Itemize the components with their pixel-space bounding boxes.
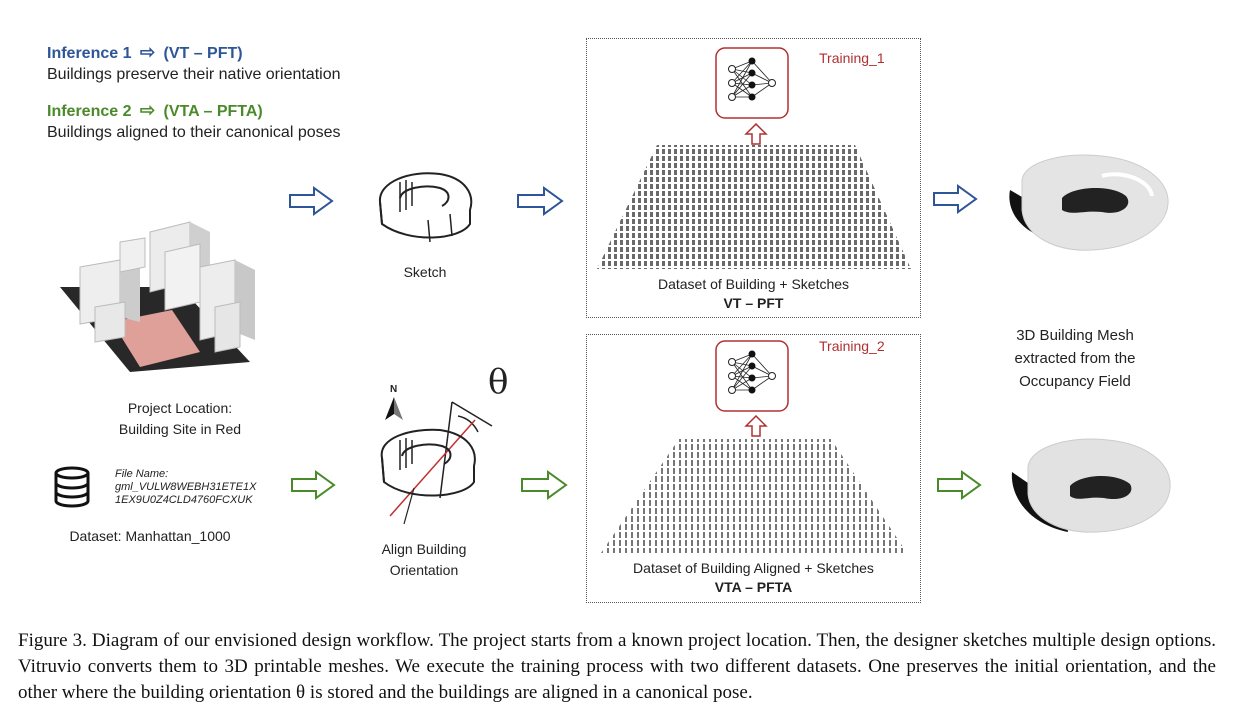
- up-arrow-icon: [744, 123, 768, 145]
- dataset-label: Dataset: Manhattan_1000: [69, 528, 231, 544]
- city-block-illustration: [60, 221, 255, 372]
- dataset-2-label: Dataset of Building Aligned + Sketches V…: [587, 559, 920, 597]
- mesh-render-bottom: [1011, 438, 1171, 533]
- database-icon: [54, 466, 90, 508]
- building-dataset-grid-1: [597, 145, 911, 269]
- mesh-label: 3D Building Mesh extracted from the Occu…: [990, 324, 1160, 393]
- mesh-line3: Occupancy Field: [1019, 373, 1131, 390]
- legend: Inference 1 ⇨ (VT – PFT) Buildings prese…: [47, 42, 467, 142]
- project-location-line1: Project Location:: [127, 400, 233, 416]
- theta-symbol: θ: [488, 362, 509, 402]
- green-arrow-3: [937, 470, 982, 500]
- north-label: N: [390, 384, 398, 395]
- figure-caption: Figure 3. Diagram of our envisioned desi…: [18, 630, 1216, 703]
- dataset-1-code: VT – PFT: [723, 295, 784, 311]
- align-line1: Align Building: [381, 541, 467, 557]
- legend-inference-1: Inference 1 ⇨ (VT – PFT): [47, 42, 467, 64]
- align-orientation-label: Align Building Orientation: [362, 539, 486, 581]
- arrow-right-icon: ⇨: [139, 100, 156, 120]
- training-1-label: Training_1: [819, 50, 885, 66]
- align-line2: Orientation: [389, 562, 459, 578]
- project-location-line2: Building Site in Red: [118, 421, 242, 437]
- inference-2-target: (VTA – PFTA): [163, 103, 263, 120]
- training-panel-1: Training_1 Dataset of Building + Sketche…: [586, 38, 921, 318]
- dataset-2-code: VTA – PFTA: [714, 579, 793, 595]
- inference-1-target: (VT – PFT): [163, 45, 243, 62]
- green-arrow-1: [291, 470, 336, 500]
- dataset-2-desc: Dataset of Building Aligned + Sketches: [633, 560, 874, 576]
- legend-inference-2: Inference 2 ⇨ (VTA – PFTA): [47, 100, 467, 122]
- inference-2-label: Inference 2: [47, 103, 132, 120]
- dataset-1-label: Dataset of Building + Sketches VT – PFT: [587, 275, 920, 313]
- file-name-line2: 1EX9U0Z4CLD4760FCXUK: [115, 494, 253, 506]
- file-name-info: File Name: gml_VULW8WEBH31ETE1X 1EX9U0Z4…: [115, 468, 256, 507]
- aligned-sketch-drawing: [380, 401, 493, 525]
- blue-arrow-3: [933, 184, 978, 214]
- file-name-line1: gml_VULW8WEBH31ETE1X: [115, 481, 257, 493]
- up-arrow-icon: [744, 415, 768, 437]
- dataset-1-desc: Dataset of Building + Sketches: [657, 276, 850, 292]
- project-location-label: Project Location: Building Site in Red: [80, 398, 280, 440]
- sketch-label: Sketch: [403, 264, 447, 280]
- neural-network-icon: [715, 340, 789, 412]
- training-panel-2: Training_2 Dataset of Building Aligned +…: [586, 334, 921, 603]
- inference-1-desc: Buildings preserve their native orientat…: [47, 66, 341, 83]
- north-arrow-icon: [385, 397, 403, 420]
- arrow-right-icon: ⇨: [139, 42, 156, 62]
- mesh-render-top: [1009, 154, 1169, 251]
- inference-1-label: Inference 1: [47, 45, 132, 62]
- file-name-label: File Name:: [115, 468, 169, 480]
- sketch-drawing: [378, 172, 473, 243]
- blue-arrow-1: [289, 186, 334, 216]
- green-arrow-2: [521, 470, 568, 500]
- blue-arrow-2: [517, 186, 564, 216]
- neural-network-icon: [715, 47, 789, 119]
- mesh-line2: extracted from the: [1014, 350, 1136, 367]
- building-dataset-grid-2: [601, 439, 907, 553]
- inference-2-desc: Buildings aligned to their canonical pos…: [47, 124, 341, 141]
- training-2-label: Training_2: [819, 338, 885, 354]
- mesh-line1: 3D Building Mesh: [1016, 327, 1134, 344]
